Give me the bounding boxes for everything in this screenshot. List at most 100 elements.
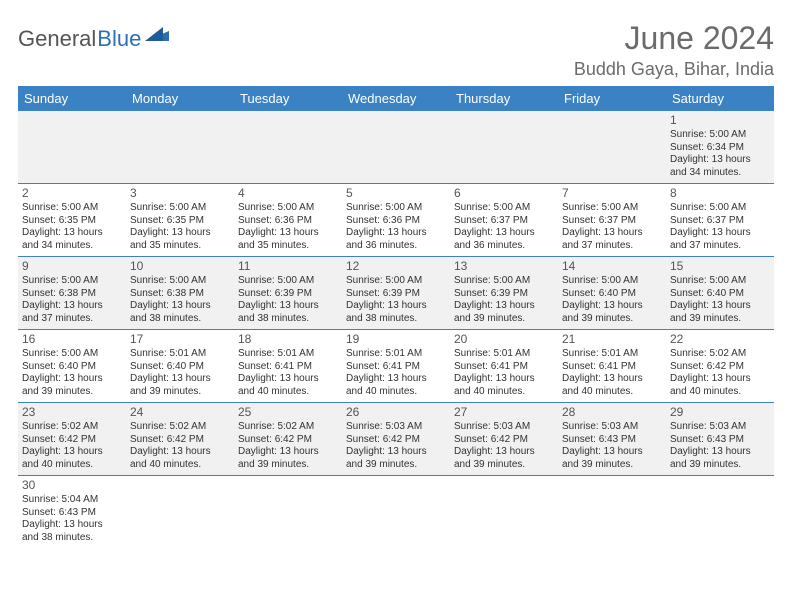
calendar-day-cell: 17Sunrise: 5:01 AMSunset: 6:40 PMDayligh…: [126, 330, 234, 403]
sunrise-line: Sunrise: 5:04 AM: [22, 494, 122, 507]
sunrise-line: Sunrise: 5:00 AM: [670, 129, 770, 142]
daylight-line: Daylight: 13 hours and 39 minutes.: [670, 446, 770, 471]
sunset-line: Sunset: 6:43 PM: [22, 507, 122, 520]
sunset-line: Sunset: 6:37 PM: [670, 215, 770, 228]
calendar-empty-cell: [558, 476, 666, 549]
day-number: 30: [22, 478, 122, 493]
day-header-row: SundayMondayTuesdayWednesdayThursdayFrid…: [18, 86, 774, 111]
location: Buddh Gaya, Bihar, India: [574, 59, 774, 80]
sunset-line: Sunset: 6:37 PM: [562, 215, 662, 228]
sunset-line: Sunset: 6:39 PM: [346, 288, 446, 301]
day-number: 6: [454, 186, 554, 201]
calendar-empty-cell: [342, 111, 450, 184]
sunset-line: Sunset: 6:42 PM: [454, 434, 554, 447]
day-number: 8: [670, 186, 770, 201]
logo-text-blue: Blue: [97, 26, 141, 52]
calendar-day-cell: 26Sunrise: 5:03 AMSunset: 6:42 PMDayligh…: [342, 403, 450, 476]
calendar-day-cell: 23Sunrise: 5:02 AMSunset: 6:42 PMDayligh…: [18, 403, 126, 476]
daylight-line: Daylight: 13 hours and 40 minutes.: [346, 373, 446, 398]
daylight-line: Daylight: 13 hours and 36 minutes.: [454, 227, 554, 252]
sunrise-line: Sunrise: 5:00 AM: [22, 275, 122, 288]
day-number: 4: [238, 186, 338, 201]
day-header: Tuesday: [234, 86, 342, 111]
day-header: Sunday: [18, 86, 126, 111]
calendar-week-row: 1Sunrise: 5:00 AMSunset: 6:34 PMDaylight…: [18, 111, 774, 184]
calendar-day-cell: 28Sunrise: 5:03 AMSunset: 6:43 PMDayligh…: [558, 403, 666, 476]
sunset-line: Sunset: 6:41 PM: [454, 361, 554, 374]
calendar-day-cell: 16Sunrise: 5:00 AMSunset: 6:40 PMDayligh…: [18, 330, 126, 403]
daylight-line: Daylight: 13 hours and 35 minutes.: [130, 227, 230, 252]
day-number: 25: [238, 405, 338, 420]
day-number: 23: [22, 405, 122, 420]
day-number: 15: [670, 259, 770, 274]
logo: General Blue: [18, 26, 171, 52]
sunset-line: Sunset: 6:36 PM: [238, 215, 338, 228]
daylight-line: Daylight: 13 hours and 40 minutes.: [22, 446, 122, 471]
calendar-day-cell: 10Sunrise: 5:00 AMSunset: 6:38 PMDayligh…: [126, 257, 234, 330]
sunrise-line: Sunrise: 5:00 AM: [562, 275, 662, 288]
daylight-line: Daylight: 13 hours and 39 minutes.: [238, 446, 338, 471]
calendar-day-cell: 4Sunrise: 5:00 AMSunset: 6:36 PMDaylight…: [234, 184, 342, 257]
daylight-line: Daylight: 13 hours and 38 minutes.: [22, 519, 122, 544]
daylight-line: Daylight: 13 hours and 34 minutes.: [670, 154, 770, 179]
sunset-line: Sunset: 6:36 PM: [346, 215, 446, 228]
calendar-day-cell: 15Sunrise: 5:00 AMSunset: 6:40 PMDayligh…: [666, 257, 774, 330]
day-number: 7: [562, 186, 662, 201]
calendar-day-cell: 27Sunrise: 5:03 AMSunset: 6:42 PMDayligh…: [450, 403, 558, 476]
day-number: 27: [454, 405, 554, 420]
day-number: 13: [454, 259, 554, 274]
sunrise-line: Sunrise: 5:00 AM: [238, 202, 338, 215]
day-number: 20: [454, 332, 554, 347]
sunrise-line: Sunrise: 5:00 AM: [670, 202, 770, 215]
daylight-line: Daylight: 13 hours and 39 minutes.: [454, 300, 554, 325]
calendar-day-cell: 3Sunrise: 5:00 AMSunset: 6:35 PMDaylight…: [126, 184, 234, 257]
calendar-day-cell: 29Sunrise: 5:03 AMSunset: 6:43 PMDayligh…: [666, 403, 774, 476]
calendar-empty-cell: [234, 476, 342, 549]
day-header: Saturday: [666, 86, 774, 111]
calendar-day-cell: 6Sunrise: 5:00 AMSunset: 6:37 PMDaylight…: [450, 184, 558, 257]
day-number: 12: [346, 259, 446, 274]
sunrise-line: Sunrise: 5:02 AM: [670, 348, 770, 361]
logo-flag-icon: [145, 25, 171, 48]
calendar-empty-cell: [450, 111, 558, 184]
calendar-day-cell: 25Sunrise: 5:02 AMSunset: 6:42 PMDayligh…: [234, 403, 342, 476]
sunset-line: Sunset: 6:40 PM: [22, 361, 122, 374]
day-header: Monday: [126, 86, 234, 111]
calendar-day-cell: 21Sunrise: 5:01 AMSunset: 6:41 PMDayligh…: [558, 330, 666, 403]
sunrise-line: Sunrise: 5:00 AM: [346, 202, 446, 215]
sunrise-line: Sunrise: 5:00 AM: [130, 202, 230, 215]
calendar-day-cell: 30Sunrise: 5:04 AMSunset: 6:43 PMDayligh…: [18, 476, 126, 549]
daylight-line: Daylight: 13 hours and 39 minutes.: [562, 446, 662, 471]
calendar-day-cell: 2Sunrise: 5:00 AMSunset: 6:35 PMDaylight…: [18, 184, 126, 257]
calendar-day-cell: 18Sunrise: 5:01 AMSunset: 6:41 PMDayligh…: [234, 330, 342, 403]
calendar-day-cell: 8Sunrise: 5:00 AMSunset: 6:37 PMDaylight…: [666, 184, 774, 257]
calendar-day-cell: 11Sunrise: 5:00 AMSunset: 6:39 PMDayligh…: [234, 257, 342, 330]
calendar-empty-cell: [234, 111, 342, 184]
daylight-line: Daylight: 13 hours and 39 minutes.: [22, 373, 122, 398]
calendar-day-cell: 13Sunrise: 5:00 AMSunset: 6:39 PMDayligh…: [450, 257, 558, 330]
daylight-line: Daylight: 13 hours and 37 minutes.: [670, 227, 770, 252]
calendar-week-row: 9Sunrise: 5:00 AMSunset: 6:38 PMDaylight…: [18, 257, 774, 330]
daylight-line: Daylight: 13 hours and 39 minutes.: [670, 300, 770, 325]
day-header: Thursday: [450, 86, 558, 111]
daylight-line: Daylight: 13 hours and 40 minutes.: [238, 373, 338, 398]
sunset-line: Sunset: 6:38 PM: [22, 288, 122, 301]
day-number: 2: [22, 186, 122, 201]
day-number: 5: [346, 186, 446, 201]
calendar-week-row: 23Sunrise: 5:02 AMSunset: 6:42 PMDayligh…: [18, 403, 774, 476]
day-number: 19: [346, 332, 446, 347]
calendar-day-cell: 24Sunrise: 5:02 AMSunset: 6:42 PMDayligh…: [126, 403, 234, 476]
daylight-line: Daylight: 13 hours and 36 minutes.: [346, 227, 446, 252]
calendar-day-cell: 1Sunrise: 5:00 AMSunset: 6:34 PMDaylight…: [666, 111, 774, 184]
sunrise-line: Sunrise: 5:02 AM: [130, 421, 230, 434]
calendar-week-row: 2Sunrise: 5:00 AMSunset: 6:35 PMDaylight…: [18, 184, 774, 257]
month-title: June 2024: [574, 20, 774, 57]
daylight-line: Daylight: 13 hours and 40 minutes.: [130, 446, 230, 471]
day-number: 29: [670, 405, 770, 420]
calendar-empty-cell: [18, 111, 126, 184]
sunrise-line: Sunrise: 5:00 AM: [670, 275, 770, 288]
logo-text-general: General: [18, 26, 96, 52]
sunset-line: Sunset: 6:38 PM: [130, 288, 230, 301]
daylight-line: Daylight: 13 hours and 39 minutes.: [454, 446, 554, 471]
daylight-line: Daylight: 13 hours and 37 minutes.: [22, 300, 122, 325]
